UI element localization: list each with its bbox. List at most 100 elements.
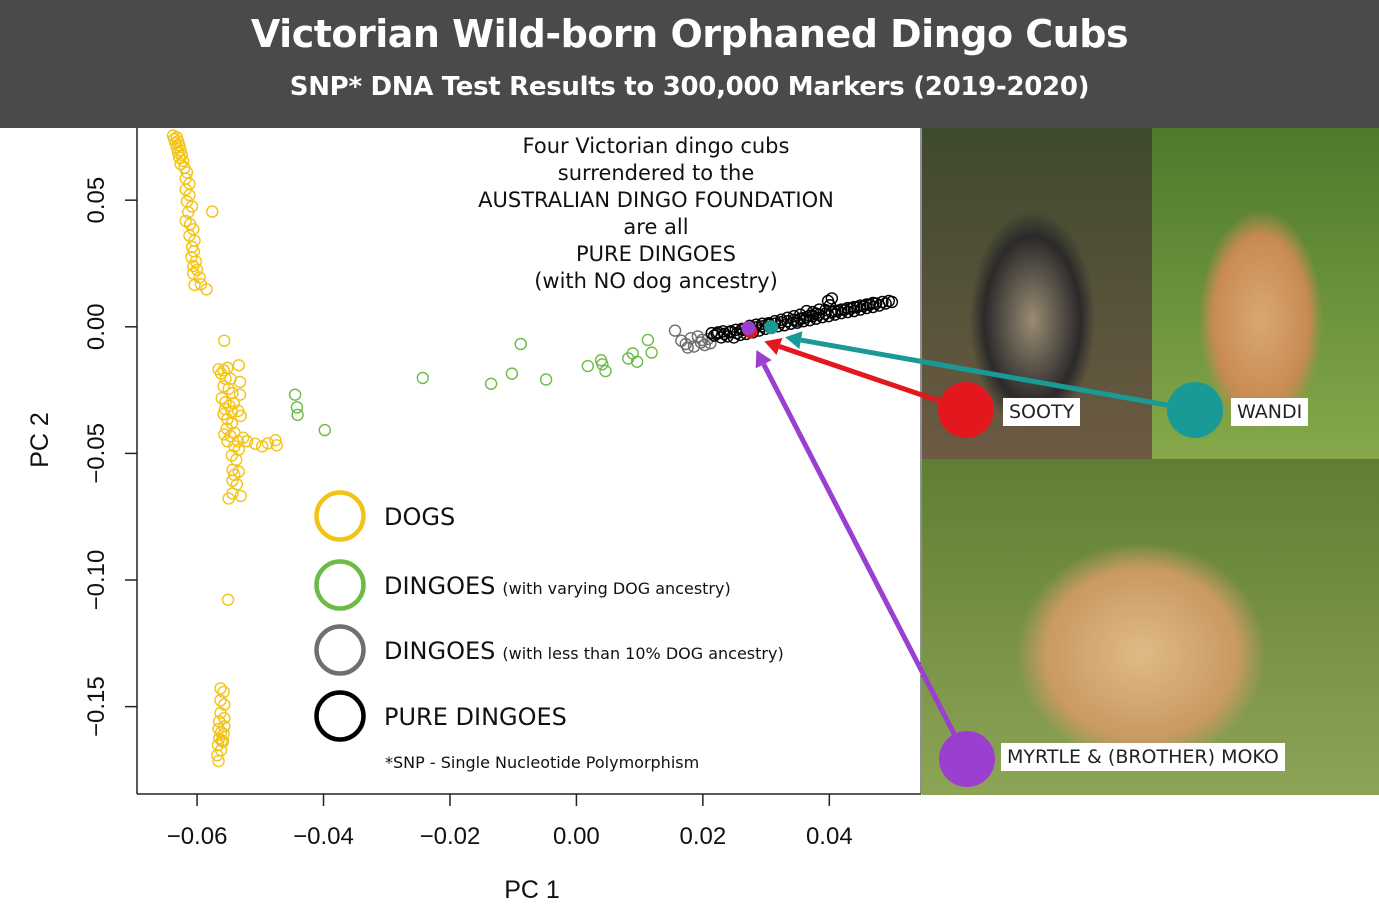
data-point [866,300,880,314]
x-tick-label: −0.06 [167,823,228,850]
data-point [200,283,213,296]
dog-name-label: WANDI [1231,398,1309,426]
data-point [484,377,498,390]
annotation-line: (with NO dog ancestry) [534,269,778,293]
annotation-line: are all [623,215,688,239]
data-point [215,734,228,748]
legend-label-main: DINGOES [384,637,495,665]
data-point [232,359,245,372]
x-tick-label: −0.02 [420,823,481,850]
legend-swatch [314,624,366,676]
data-point [182,206,195,219]
data-point [249,437,262,450]
data-point [193,271,206,284]
series-0 [166,129,283,768]
data-point [185,250,198,264]
data-point [841,301,854,315]
data-point [180,166,194,179]
data-point [176,154,190,168]
data-point [816,310,829,324]
data-point [234,489,247,503]
data-point [704,337,717,350]
legend-label: PURE DINGOES [384,703,567,731]
data-point [290,401,304,414]
data-point [835,303,848,316]
series-3 [705,292,899,344]
data-point [188,278,201,292]
data-point [705,326,718,340]
annotation-line: surrendered to the [558,161,755,185]
data-point [885,295,899,309]
data-point [599,364,612,378]
y-axis-title: PC 2 [26,412,54,468]
y-tick-label: 0.00 [83,303,110,350]
data-point [318,423,331,437]
series-1 [288,333,658,437]
legend-label-main: DOGS [384,503,455,531]
data-point [175,148,189,162]
series-2 [668,324,717,354]
data-point [183,188,196,202]
data-point [854,299,867,312]
data-point [214,694,227,707]
data-point [797,311,810,325]
page-title: Victorian Wild-born Orphaned Dingo Cubs [250,12,1129,56]
data-point [813,303,826,316]
y-tick-label: −0.05 [83,423,110,484]
legend: Four Victorian dingo cubs surrendered to … [314,134,834,772]
x-tick-label: −0.04 [293,823,354,850]
data-point [234,409,247,423]
legend-swatch [314,490,366,542]
data-point [221,593,235,606]
data-point [212,732,226,745]
data-point [217,685,230,699]
data-point [775,313,788,326]
legend-label-note: (with varying DOG ancestry) [502,579,730,598]
data-point [219,396,232,409]
header-banner: Victorian Wild-born Orphaned Dingo Cubs … [0,0,1379,128]
annotation-line: AUSTRALIAN DINGO FOUNDATION [478,188,834,212]
data-point [723,326,736,339]
data-point [212,754,225,768]
data-point [225,449,239,462]
annotation-line: PURE DINGOES [576,242,736,266]
data-point [222,492,235,505]
data-point [790,314,804,327]
legend-label: DINGOES (with less than 10% DOG ancestry) [384,637,784,665]
data-point [505,367,519,380]
data-point [270,439,283,452]
y-tick-label: −0.15 [83,676,110,737]
legend-swatch [314,559,366,611]
dog-name-label: SOOTY [1003,398,1081,426]
data-point [206,205,219,218]
data-point [218,720,231,733]
data-point [226,386,239,400]
legend-footnote: *SNP - Single Nucleotide Polymorphism [385,753,699,772]
data-point [261,437,275,450]
data-point [630,355,644,368]
data-point [514,337,527,351]
data-point [187,259,200,273]
data-point [222,382,235,396]
data-point [211,749,224,762]
legend-label-main: PURE DINGOES [384,703,567,731]
page-subtitle: SNP* DNA Test Results to 300,000 Markers… [289,72,1090,102]
y-tick-label: −0.10 [83,550,110,611]
data-point [681,341,694,354]
data-point [269,434,282,447]
data-point [645,346,658,359]
data-point [233,375,247,389]
x-tick-label: 0.04 [806,823,853,850]
data-point [215,391,228,405]
data-point [860,298,873,311]
axes: −0.06 −0.04 −0.02 0.00 0.02 0.04 0.05 0.00 −0.05… [26,128,922,904]
legend-label-note: (with less than 10% DOG ancestry) [502,644,783,663]
data-point [228,468,241,482]
annotation-line: Four Victorian dingo cubs [523,134,790,158]
x-axis-title: PC 1 [504,876,560,904]
data-point [539,373,553,386]
highlight-point-myrtle-brother-moko [741,321,756,336]
data-point [416,371,429,385]
data-point [174,157,187,171]
